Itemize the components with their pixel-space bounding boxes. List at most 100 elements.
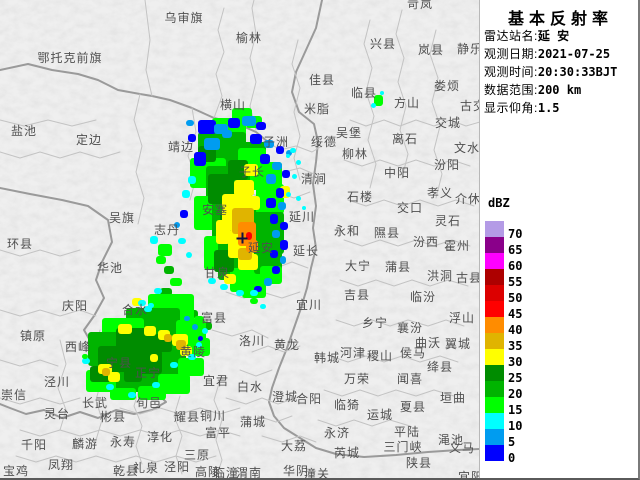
place-label: 安塞 xyxy=(201,203,229,217)
place-label: 横山 xyxy=(219,98,247,112)
place-label: 隰县 xyxy=(373,226,401,240)
legend-value: 5 xyxy=(508,435,516,449)
radar-echo-cell xyxy=(290,148,296,153)
radar-echo-cell xyxy=(260,154,270,164)
radar-echo-cell xyxy=(188,354,196,360)
place-label: 大荔 xyxy=(280,439,308,453)
place-label: 高陵 xyxy=(194,465,222,479)
place-label: 澄城 xyxy=(271,390,299,404)
place-label: 米脂 xyxy=(303,102,331,116)
place-label: 华池 xyxy=(96,261,124,275)
place-label: 万荣 xyxy=(343,372,371,386)
legend-swatch xyxy=(485,301,504,317)
place-label: 定边 xyxy=(75,133,103,147)
radar-echo-cell xyxy=(286,154,290,158)
info-value: 2021-07-25 xyxy=(537,47,611,61)
place-label: 吴堡 xyxy=(335,126,363,140)
place-label: 黄龙 xyxy=(273,338,301,352)
radar-echo-cell xyxy=(260,304,266,309)
place-label: 黄陵 xyxy=(179,345,207,359)
radar-echo-cell xyxy=(102,368,110,376)
legend-swatch xyxy=(485,381,504,397)
legend-value: 20 xyxy=(508,387,523,401)
place-label: 白水 xyxy=(236,380,264,394)
radar-echo-cell xyxy=(202,328,208,334)
place-label: 孝义 xyxy=(426,186,454,200)
radar-echo-cell xyxy=(164,334,172,342)
radar-echo-cell xyxy=(182,190,190,198)
radar-echo-cell xyxy=(82,358,90,364)
place-label: 汾阳 xyxy=(433,158,461,172)
place-label: 三原 xyxy=(183,448,211,462)
place-label: 华阴 xyxy=(282,464,310,478)
place-label: 榆林 xyxy=(235,31,263,45)
radar-echo-cell xyxy=(170,362,178,368)
legend-swatch xyxy=(485,365,504,381)
legend-swatch xyxy=(485,445,504,461)
place-label: 浮山 xyxy=(448,311,476,325)
place-label: 义马 xyxy=(448,441,476,455)
radar-echo-cell xyxy=(124,344,142,382)
place-label: 盐池 xyxy=(10,124,38,138)
legend-value: 25 xyxy=(508,371,523,385)
place-label: 临县 xyxy=(350,86,378,100)
radar-echo-cell xyxy=(256,122,266,130)
legend-value: 55 xyxy=(508,275,523,289)
place-label: 长武 xyxy=(81,396,109,410)
radar-echo-cell xyxy=(264,140,274,148)
radar-echo-cell xyxy=(180,210,188,218)
place-label: 韩城 xyxy=(313,351,341,365)
radar-echo-cell xyxy=(176,340,186,350)
info-value: 延 安 xyxy=(537,29,570,43)
radar-echo-cell xyxy=(270,214,278,224)
legend-value: 40 xyxy=(508,323,523,337)
radar-echo-cell xyxy=(118,324,132,334)
place-label: 渑池 xyxy=(437,433,465,447)
radar-echo-cell xyxy=(244,164,258,176)
place-label: 方山 xyxy=(393,96,421,110)
radar-echo-cell xyxy=(188,176,196,184)
place-label: 鄂托克前旗 xyxy=(37,51,103,65)
place-label: 临猗 xyxy=(333,398,361,412)
radar-echo-cell xyxy=(246,196,260,210)
radar-echo-cell xyxy=(186,120,194,126)
place-label: 潼关 xyxy=(303,467,331,480)
radar-echo-cell xyxy=(374,95,383,106)
radar-echo-cell xyxy=(264,278,272,286)
radar-echo-cell xyxy=(108,372,120,382)
legend-swatch xyxy=(485,397,504,413)
place-label: 陕县 xyxy=(405,456,433,470)
legend-swatch xyxy=(485,413,504,429)
radar-station-marker xyxy=(236,232,248,244)
radar-echo-cell xyxy=(164,266,174,274)
radar-echo-cell xyxy=(282,170,290,178)
radar-echo-cell xyxy=(148,303,154,308)
place-label: 永和 xyxy=(333,224,361,238)
radar-echo-cell xyxy=(138,386,166,400)
place-label: 延长 xyxy=(292,244,320,258)
place-label: 闻喜 xyxy=(396,372,424,386)
legend-swatch xyxy=(485,269,504,285)
place-label: 绛县 xyxy=(426,360,454,374)
place-label: 永寿 xyxy=(109,435,137,449)
radar-echo-cell xyxy=(132,298,142,306)
place-label: 芮城 xyxy=(333,446,361,460)
radar-echo-cell xyxy=(224,274,236,284)
place-label: 富平 xyxy=(204,426,232,440)
info-label: 雷达站名: xyxy=(484,29,538,43)
legend-swatch xyxy=(485,333,504,349)
radar-echo-cell xyxy=(194,152,206,166)
place-label: 曲沃 xyxy=(414,336,442,350)
place-label: 灵台 xyxy=(43,407,71,421)
legend-unit-label: dBZ xyxy=(488,196,510,210)
place-label: 翼城 xyxy=(444,337,472,351)
place-label: 礼泉 xyxy=(132,461,160,475)
place-label: 宜川 xyxy=(295,298,323,312)
place-label: 子洲 xyxy=(262,135,290,149)
place-label: 子长 xyxy=(238,165,266,179)
place-label: 合阳 xyxy=(295,392,323,406)
radar-echo-cell xyxy=(188,134,196,142)
place-label: 凤翔 xyxy=(47,458,75,472)
info-label: 观测日期: xyxy=(484,47,538,61)
